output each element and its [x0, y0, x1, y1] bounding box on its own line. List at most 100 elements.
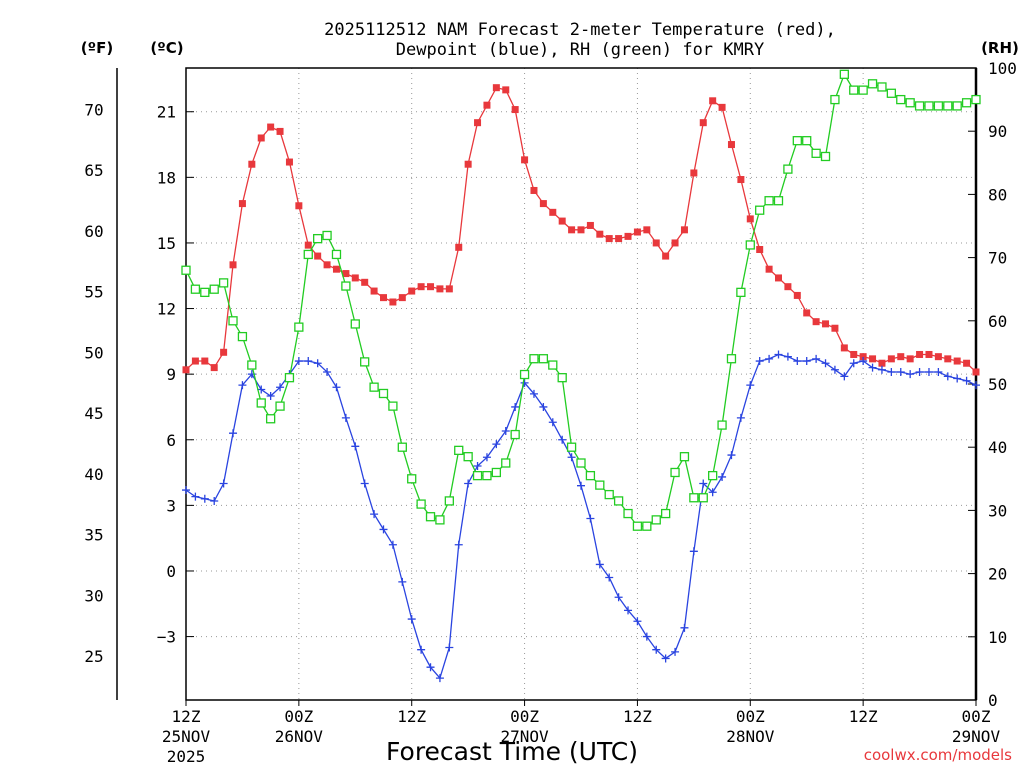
rh-point [792, 136, 802, 146]
temperature-point [887, 355, 895, 363]
dewpoint-point [567, 453, 576, 462]
dewpoint-point [972, 381, 980, 390]
rh-point [971, 94, 981, 105]
temperature-point [746, 215, 754, 223]
dewpoint-point [520, 378, 529, 387]
rh-point [811, 148, 821, 158]
rh-tick-labels: 0 10 20 30 40 50 60 70 80 90 100 [968, 59, 1017, 710]
temperature-point [361, 278, 369, 286]
credit-text: coolwx.com/models [864, 746, 1012, 764]
rh-point [924, 101, 934, 111]
celsius-unit-label: (ºC) [150, 39, 183, 57]
celsius-tick-label: 3 [166, 496, 176, 515]
dewpoint-point [473, 462, 482, 471]
rh-point [670, 467, 680, 478]
temperature-point [201, 357, 209, 365]
rh-point [764, 196, 774, 206]
rh-point [247, 360, 257, 370]
dewpoint-point [529, 389, 538, 398]
dewpoint-point [435, 674, 444, 683]
rh-tick-label: 20 [988, 565, 1007, 584]
temperature-point [765, 265, 773, 273]
dewpoint-point [661, 654, 670, 663]
temperature-point [511, 106, 519, 114]
celsius-tick-label: −3 [157, 628, 176, 647]
fahrenheit-tick-label: 40 [84, 465, 103, 484]
dewpoint-point [238, 381, 247, 390]
temperature-point [248, 160, 256, 168]
temperature-point [285, 158, 293, 166]
rh-tick-label: 0 [988, 691, 998, 710]
rh-tick-label: 40 [988, 438, 1007, 457]
time-tick-label: 00Z [962, 707, 991, 726]
temperature-point [182, 366, 190, 374]
temperature-point [906, 355, 914, 363]
time-tick-date: 29NOV [952, 727, 1001, 746]
temperature-point [662, 252, 670, 260]
temperature-point [897, 353, 905, 361]
time-tick-year: 2025 [167, 747, 206, 766]
temperature-point [276, 127, 284, 135]
temperature-point [633, 228, 641, 236]
temperature-point [972, 368, 980, 376]
temperature-point [210, 364, 218, 372]
rh-point [529, 354, 539, 364]
temperature-point [586, 221, 594, 229]
dewpoint-point [849, 359, 858, 368]
temperature-point [530, 186, 538, 194]
rh-point [275, 401, 285, 411]
rh-tick-label: 50 [988, 375, 1007, 394]
rh-point [642, 521, 652, 531]
dewpoint-point [915, 367, 924, 376]
dewpoint-point [276, 383, 285, 392]
dewpoint-point [887, 367, 896, 376]
temperature-point [342, 270, 350, 278]
celsius-tick-label: 18 [157, 168, 176, 187]
rh-point [331, 249, 342, 260]
temperature-point [934, 353, 942, 361]
rh-tick-label: 60 [988, 312, 1007, 331]
dewpoint-point [924, 367, 933, 376]
time-tick-date: 26NOV [275, 727, 324, 746]
temperature-point [699, 119, 707, 127]
rh-point [350, 319, 360, 329]
temperature-point [445, 285, 453, 293]
temperature-point [756, 246, 764, 254]
dewpoint-point [896, 367, 905, 376]
dewpoint-point [680, 623, 689, 632]
fahrenheit-unit-label: (ºF) [81, 39, 113, 57]
temperature-point [492, 84, 500, 92]
rh-point [360, 357, 370, 367]
temperature-point [521, 156, 529, 164]
dewpoint-point [407, 615, 416, 624]
rh-point [228, 316, 238, 326]
temperature-point [558, 217, 566, 225]
fahrenheit-tick-label: 25 [84, 647, 103, 666]
rh-point [566, 442, 577, 452]
rh-point [867, 79, 878, 89]
time-tick-label: 00Z [736, 707, 765, 726]
dewpoint-point [689, 547, 698, 556]
fahrenheit-tick-label: 55 [84, 283, 103, 302]
dewpoint-point [802, 357, 811, 366]
temperature-point [784, 283, 792, 291]
rh-point [773, 196, 784, 206]
rh-point [820, 151, 831, 162]
rh-point [416, 499, 426, 509]
data-series [181, 69, 981, 683]
rh-point [745, 240, 755, 250]
dewpoint-point [454, 540, 463, 549]
rh-tick-label: 70 [988, 249, 1007, 268]
temperature-point [220, 348, 228, 356]
temperature-point [840, 344, 848, 352]
rh-point [444, 496, 454, 506]
temperature-point [944, 355, 952, 363]
time-tick-label: 00Z [510, 707, 539, 726]
chart-title-line2: Dewpoint (blue), RH (green) for KMRY [396, 40, 764, 60]
temperature-point [455, 243, 463, 251]
dewpoint-point [313, 359, 322, 368]
celsius-tick-label: 0 [166, 562, 176, 581]
temperature-point [417, 283, 425, 291]
rh-point [313, 233, 323, 244]
